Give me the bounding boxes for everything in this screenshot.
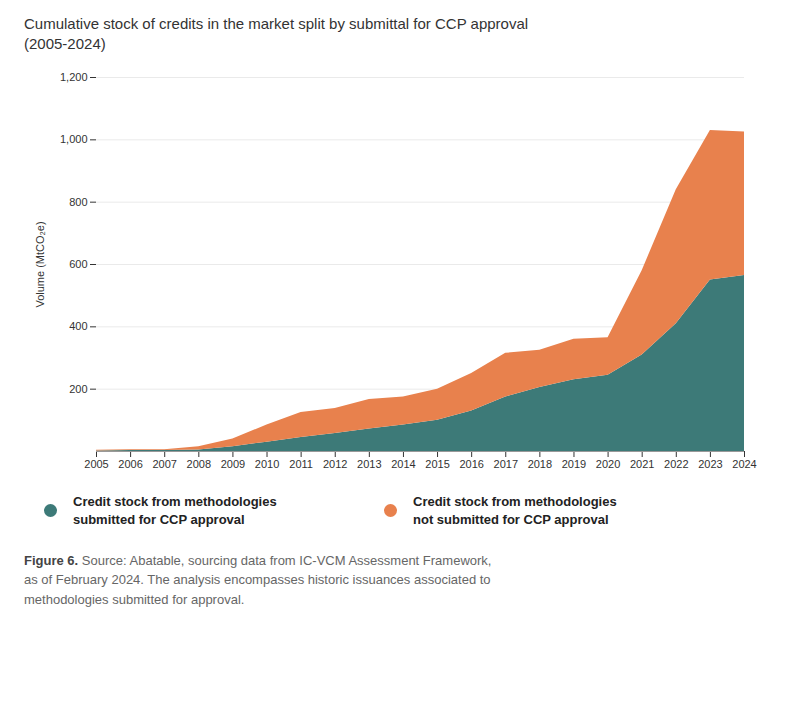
svg-text:2018: 2018 — [528, 458, 552, 470]
svg-text:2021: 2021 — [630, 458, 654, 470]
svg-text:2023: 2023 — [698, 458, 722, 470]
html-text:Figure 6. Source: Abatable, so: Figure 6. Source: Abatable, sourcing dat… — [24, 552, 492, 607]
svg-text:2007: 2007 — [152, 458, 176, 470]
svg-text:2009: 2009 — [221, 458, 245, 470]
svg-text:2005: 2005 — [84, 458, 108, 470]
svg-text:800: 800 — [69, 195, 87, 207]
html-text:Credit stock from methodologie: Credit stock from methodologies submitte… — [73, 493, 277, 527]
svg-text:200: 200 — [69, 382, 87, 394]
svg-text:2011: 2011 — [289, 458, 313, 470]
svg-text:2013: 2013 — [357, 458, 381, 470]
svg-text:2008: 2008 — [187, 458, 211, 470]
html-text:Cumulative stock of credits in: Cumulative stock of credits in the marke… — [24, 15, 529, 32]
svg-text:2006: 2006 — [118, 458, 142, 470]
svg-text:1,000: 1,000 — [60, 133, 88, 145]
svg-text:Volume (MtCO₂e): Volume (MtCO₂e) — [34, 221, 46, 307]
svg-text:2010: 2010 — [255, 458, 279, 470]
svg-text:2019: 2019 — [562, 458, 586, 470]
svg-text:2022: 2022 — [664, 458, 688, 470]
svg-text:2020: 2020 — [596, 458, 620, 470]
html-text:Credit stock from methodologie: Credit stock from methodologies not subm… — [413, 493, 617, 527]
svg-text:600: 600 — [69, 258, 87, 270]
html-text:(2005-2024): (2005-2024) — [24, 35, 106, 53]
svg-text:400: 400 — [69, 320, 87, 332]
svg-text:1,200: 1,200 — [60, 71, 88, 83]
svg-text:2012: 2012 — [323, 458, 347, 470]
svg-text:2014: 2014 — [391, 458, 415, 470]
svg-text:2015: 2015 — [425, 458, 449, 470]
svg-text:2016: 2016 — [459, 458, 483, 470]
svg-text:2024: 2024 — [732, 458, 756, 470]
svg-text:2017: 2017 — [494, 458, 518, 470]
